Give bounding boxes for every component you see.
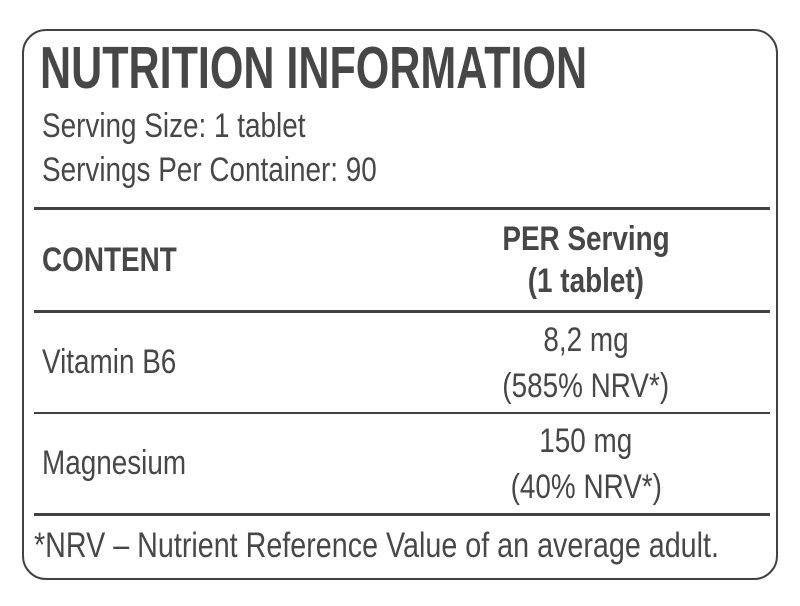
nutrient-amount: 8,2 mg: [543, 320, 629, 359]
separator-header: [34, 310, 770, 313]
footnote-text: *NRV – Nutrient Reference Value of an av…: [34, 526, 719, 565]
content-header: CONTENT: [42, 240, 177, 279]
nutrient-name: Magnesium: [42, 444, 187, 482]
nutrient-value-cell: 8,2 mg (585% NRV*): [402, 313, 770, 412]
nutrient-nrv: (40% NRV*): [510, 467, 662, 506]
separator-row: [34, 412, 770, 414]
servings-per-container-row: Servings Per Container: 90: [42, 150, 450, 190]
nutrient-name-cell: Vitamin B6: [34, 313, 402, 412]
table-header-row: CONTENT PER Serving (1 tablet): [34, 210, 770, 310]
per-serving-header-line2: (1 tablet): [527, 262, 645, 300]
nutrient-name-cell: Magnesium: [34, 414, 402, 513]
nutrient-value-cell: 150 mg (40% NRV*): [402, 414, 770, 513]
separator-bottom: [34, 513, 770, 516]
nutrient-row-magnesium: Magnesium 150 mg (40% NRV*): [34, 414, 770, 513]
servings-per-container-text: Servings Per Container: 90: [42, 150, 377, 189]
separator-top: [34, 207, 770, 210]
nutrient-nrv: (585% NRV*): [502, 366, 670, 405]
nutrition-label-panel: NUTRITION INFORMATION Serving Size: 1 ta…: [22, 29, 778, 580]
label-title-row: NUTRITION INFORMATION: [40, 35, 789, 101]
serving-size-text: Serving Size: 1 tablet: [42, 106, 306, 145]
footnote-row: *NRV – Nutrient Reference Value of an av…: [34, 516, 770, 576]
nutrient-name: Vitamin B6: [42, 343, 177, 381]
label-title: NUTRITION INFORMATION: [40, 35, 588, 101]
nutrient-row-vitamin-b6: Vitamin B6 8,2 mg (585% NRV*): [34, 313, 770, 412]
per-serving-header-cell: PER Serving (1 tablet): [402, 210, 770, 310]
per-serving-header-line1: PER Serving: [502, 220, 670, 258]
serving-size-row: Serving Size: 1 tablet: [42, 106, 363, 146]
content-header-cell: CONTENT: [34, 210, 402, 310]
nutrient-amount: 150 mg: [539, 421, 633, 460]
